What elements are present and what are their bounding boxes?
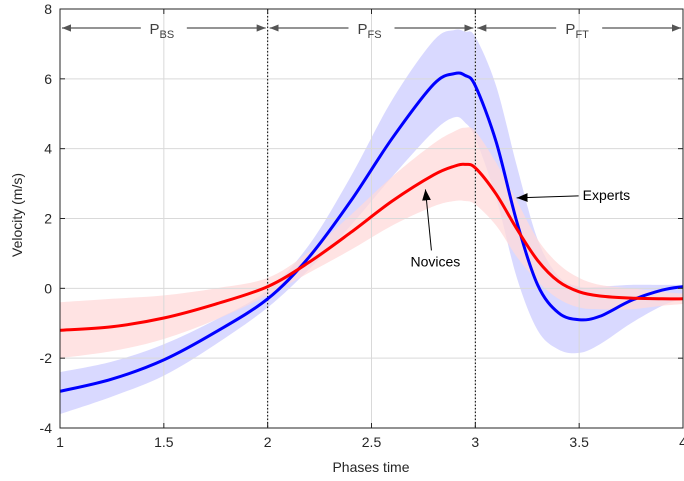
annotation-layer: Experts Novices bbox=[411, 187, 631, 270]
x-tick-label: 3 bbox=[471, 434, 479, 450]
annotation-label-experts: Experts bbox=[583, 187, 630, 203]
y-tick-label: -4 bbox=[40, 420, 53, 436]
y-tick-label: 0 bbox=[44, 280, 52, 296]
phase-label: PFT bbox=[565, 21, 589, 41]
band-novices bbox=[60, 127, 683, 359]
x-tick-label: 1 bbox=[56, 434, 64, 450]
annotation-label-novices: Novices bbox=[411, 253, 461, 269]
y-axis-label: Velocity (m/s) bbox=[9, 173, 25, 257]
x-axis-label: Phases time bbox=[332, 459, 409, 475]
x-tick-label: 1.5 bbox=[154, 434, 174, 450]
tick-layer: 1 1.5 2 2.5 3 3.5 4 -4 -2 0 2 4 6 8 bbox=[40, 1, 684, 450]
y-tick-label: 8 bbox=[44, 1, 52, 17]
y-tick-label: 2 bbox=[44, 211, 52, 227]
y-tick-label: 4 bbox=[44, 141, 52, 157]
y-tick-label: -2 bbox=[40, 350, 53, 366]
phase-layer: PBS PFS PFT bbox=[62, 21, 681, 41]
x-tick-label: 2 bbox=[264, 434, 272, 450]
x-tick-label: 3.5 bbox=[569, 434, 589, 450]
annotation-arrow-novices bbox=[422, 189, 432, 251]
x-tick-label: 2.5 bbox=[362, 434, 382, 450]
y-tick-label: 6 bbox=[44, 71, 52, 87]
series-line-experts bbox=[59, 71, 684, 393]
phase-label: PBS bbox=[149, 21, 174, 41]
phase-label: PFS bbox=[357, 21, 381, 41]
series-line-novices bbox=[59, 162, 684, 332]
annotation-arrow-experts bbox=[516, 193, 579, 202]
x-tick-label: 4 bbox=[679, 434, 684, 450]
line-layer bbox=[59, 71, 684, 393]
